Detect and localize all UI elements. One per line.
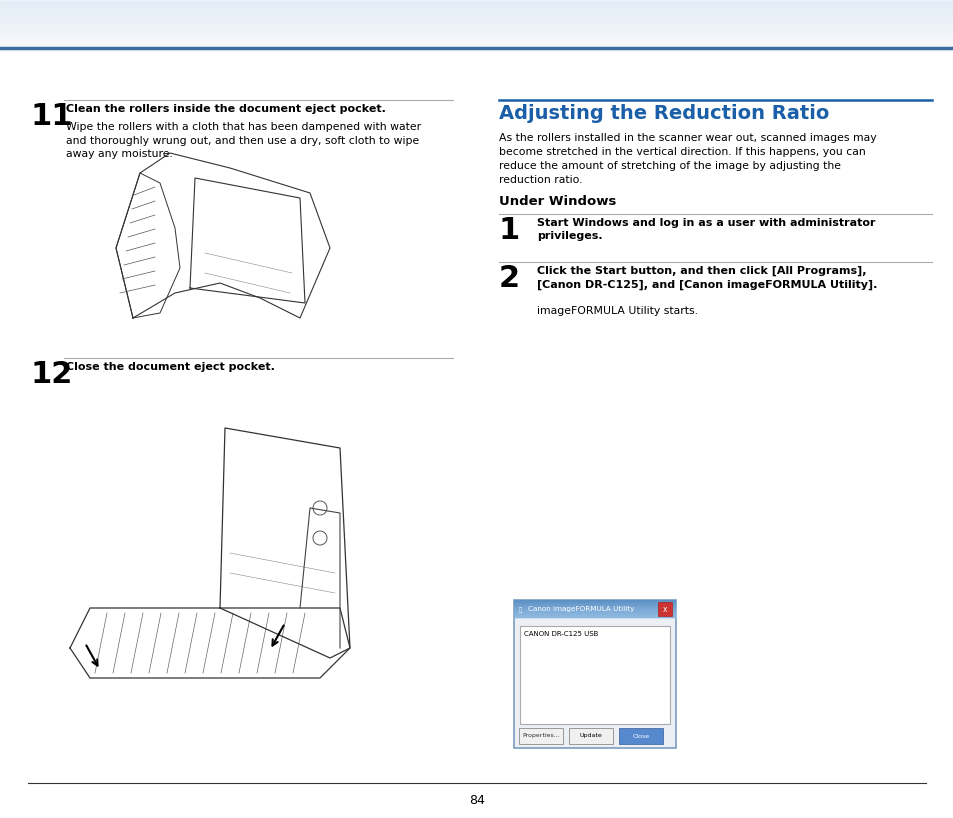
Text: Click the Start button, and then click [All Programs],
[Canon DR-C125], and [Can: Click the Start button, and then click […: [537, 266, 877, 290]
Bar: [0, 32, 953, 33]
Bar: [514, 604, 676, 605]
Bar: [0, 30, 953, 31]
Text: Start Windows and log in as a user with administrator
privileges.: Start Windows and log in as a user with …: [537, 218, 875, 241]
Text: imageFORMULA Utility starts.: imageFORMULA Utility starts.: [537, 306, 698, 316]
Text: 11: 11: [30, 102, 72, 131]
Bar: [658, 602, 671, 616]
Bar: [0, 42, 953, 43]
Bar: [0, 35, 953, 36]
Bar: [100, 143, 339, 328]
Bar: [0, 43, 953, 44]
Bar: [0, 14, 953, 15]
Bar: [514, 611, 676, 612]
Bar: [514, 612, 676, 613]
Text: 1: 1: [498, 216, 519, 245]
Bar: [514, 606, 676, 607]
Bar: [0, 40, 953, 41]
Bar: [0, 9, 953, 10]
Text: CANON DR-C125 USB: CANON DR-C125 USB: [523, 631, 598, 637]
Bar: [0, 20, 953, 21]
Bar: [0, 38, 953, 39]
Bar: [0, 15, 953, 16]
Bar: [514, 608, 676, 609]
Text: Close: Close: [632, 734, 649, 739]
Bar: [0, 6, 953, 7]
Text: Under Windows: Under Windows: [498, 195, 616, 208]
Text: 2: 2: [498, 264, 519, 293]
Bar: [519, 626, 669, 724]
Bar: [0, 47, 953, 48]
Text: Close the document eject pocket.: Close the document eject pocket.: [66, 362, 274, 372]
Bar: [514, 600, 676, 748]
Bar: [0, 7, 953, 8]
Bar: [0, 50, 953, 51]
Bar: [514, 600, 676, 601]
Bar: [518, 728, 562, 744]
Bar: [0, 10, 953, 11]
Bar: [0, 5, 953, 6]
Bar: [0, 23, 953, 24]
Bar: [0, 4, 953, 5]
Bar: [0, 2, 953, 3]
Text: x: x: [662, 605, 666, 614]
Bar: [0, 1, 953, 2]
Bar: [0, 45, 953, 46]
Text: Update: Update: [579, 734, 601, 739]
Bar: [0, 24, 953, 25]
Bar: [514, 614, 676, 615]
Bar: [0, 41, 953, 42]
Bar: [0, 22, 953, 23]
Bar: [514, 609, 676, 610]
Bar: [514, 601, 676, 602]
Bar: [0, 48, 953, 49]
Bar: [0, 36, 953, 37]
Bar: [0, 0, 953, 1]
Bar: [0, 17, 953, 18]
Bar: [514, 617, 676, 618]
Text: Wipe the rollers with a cloth that has been dampened with water
and thoroughly w: Wipe the rollers with a cloth that has b…: [66, 122, 420, 160]
Text: 84: 84: [469, 793, 484, 807]
Bar: [0, 13, 953, 14]
Bar: [514, 607, 676, 608]
Bar: [0, 16, 953, 17]
Bar: [0, 31, 953, 32]
Bar: [514, 616, 676, 617]
Bar: [0, 26, 953, 27]
Bar: [0, 44, 953, 45]
Bar: [0, 25, 953, 26]
Bar: [0, 29, 953, 30]
Bar: [0, 8, 953, 9]
Bar: [0, 49, 953, 50]
Bar: [0, 46, 953, 47]
Text: Adjusting the Reduction Ratio: Adjusting the Reduction Ratio: [498, 104, 828, 123]
Bar: [0, 27, 953, 28]
Text: Properties...: Properties...: [521, 734, 559, 739]
Bar: [0, 18, 953, 19]
Text: 12: 12: [30, 360, 72, 389]
Text: ✨: ✨: [518, 607, 521, 613]
Bar: [0, 28, 953, 29]
Bar: [514, 605, 676, 606]
Bar: [0, 34, 953, 35]
Bar: [514, 613, 676, 614]
Bar: [0, 51, 953, 52]
Bar: [618, 728, 662, 744]
Bar: [0, 11, 953, 12]
Bar: [568, 728, 613, 744]
Text: Clean the rollers inside the document eject pocket.: Clean the rollers inside the document ej…: [66, 104, 385, 114]
Bar: [514, 603, 676, 604]
Bar: [0, 19, 953, 20]
Text: Canon imageFORMULA Utility: Canon imageFORMULA Utility: [527, 606, 634, 612]
Bar: [0, 21, 953, 22]
Bar: [514, 600, 676, 618]
Bar: [514, 615, 676, 616]
Bar: [514, 602, 676, 603]
Bar: [0, 39, 953, 40]
Text: As the rollers installed in the scanner wear out, scanned images may
become stre: As the rollers installed in the scanner …: [498, 133, 876, 185]
Bar: [514, 610, 676, 611]
Bar: [0, 3, 953, 4]
Bar: [0, 12, 953, 13]
Bar: [0, 33, 953, 34]
Bar: [0, 37, 953, 38]
